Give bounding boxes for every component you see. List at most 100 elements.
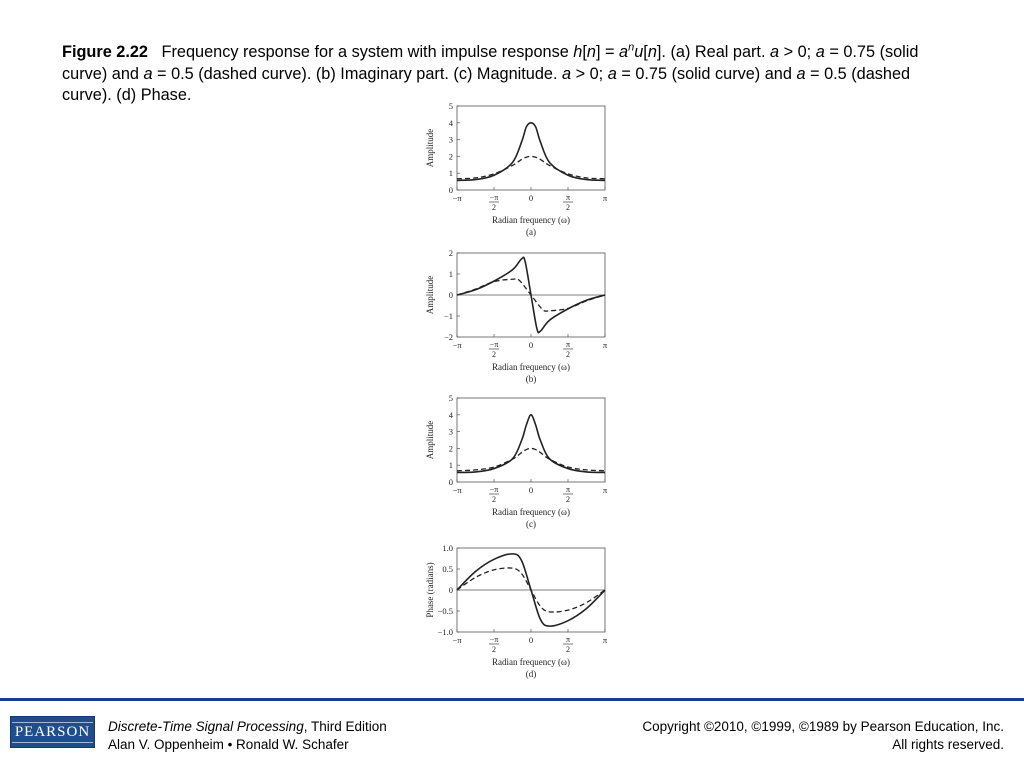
y-tick-label: 0 [449,585,453,595]
y-tick-label: 5 [449,393,453,403]
x-tick-label: π [566,635,570,644]
footer-divider [0,698,1024,701]
panel-label: (b) [526,374,537,384]
x-tick-label: π [603,635,608,645]
caption-var: a [770,43,780,61]
y-tick-label: 0 [449,185,453,195]
x-axis-label: Radian frequency (ω) [492,215,570,225]
caption-text: = 0.75 (solid curve) and [62,43,919,83]
caption-var: a [607,64,617,83]
caption-text: ]. (a) Real part. [656,43,770,61]
x-tick-label: 2 [566,203,570,212]
footer-book-info: Discrete-Time Signal Processing, Third E… [108,718,387,754]
x-tick-label: 2 [566,645,570,654]
y-axis-label: Amplitude [425,276,435,315]
caption-text: = 0.75 (solid curve) and [616,64,797,83]
caption-var: a [562,64,572,83]
caption-var: h [573,43,583,61]
caption-text: > 0; [779,43,816,61]
y-tick-label: 3 [449,427,453,437]
logo-text: PEARSON [11,721,94,743]
figure-caption: Figure 2.22 Frequency response for a sys… [62,42,962,107]
x-tick-label: 0 [529,340,533,350]
x-tick-label: 2 [566,350,570,359]
book-title: Discrete-Time Signal Processing [108,719,304,734]
y-tick-label: 2 [449,443,453,453]
panel-label: (a) [526,227,536,237]
x-tick-label: 2 [492,203,496,212]
y-tick-label: 5 [449,101,453,111]
caption-superscript: n [628,41,635,54]
x-tick-label: −π [452,340,462,350]
x-tick-label: 0 [529,193,533,203]
caption-text: = 0.5 (dashed curve). (b) Imaginary part… [152,64,562,83]
x-tick-label: 2 [492,495,496,504]
x-tick-label: π [566,193,570,202]
y-tick-label: 0 [449,290,453,300]
dashed-curve [456,278,606,312]
x-tick-label: −π [490,485,499,494]
x-tick-label: −π [452,193,462,203]
x-tick-label: π [566,485,570,494]
x-tick-label: π [603,193,608,203]
plot-frame [456,397,606,483]
y-axis-label: Amplitude [425,129,435,168]
x-tick-label: −π [452,485,462,495]
y-axis-label: Amplitude [425,421,435,460]
pearson-logo: PEARSON [10,716,95,748]
y-tick-label: 2 [449,248,453,258]
dashed-curve [456,447,606,472]
y-tick-label: 0.5 [442,564,453,574]
y-tick-label: 1 [449,168,453,178]
x-tick-label: π [603,485,608,495]
x-tick-label: −π [490,193,499,202]
copyright-text: Copyright ©2010, ©1999, ©1989 by Pearson… [642,719,1004,734]
panel-label: (c) [526,519,536,529]
solid-curve [456,121,606,182]
y-tick-label: −2 [444,332,453,342]
caption-var: a [815,43,825,61]
x-tick-label: −π [490,635,499,644]
y-tick-label: 1 [449,269,453,279]
plot-frame [456,105,606,191]
x-tick-label: π [603,340,608,350]
y-tick-label: 3 [449,135,453,145]
y-tick-label: 4 [449,118,454,128]
footer-copyright: Copyright ©2010, ©1999, ©1989 by Pearson… [642,718,1004,754]
x-tick-label: −π [490,340,499,349]
y-tick-label: 1 [449,460,453,470]
caption-text: > 0; [571,64,608,83]
y-tick-label: 0 [449,477,453,487]
x-axis-label: Radian frequency (ω) [492,657,570,667]
panel-label: (d) [526,669,537,679]
x-tick-label: 2 [566,495,570,504]
x-axis-label: Radian frequency (ω) [492,362,570,372]
figure-number: Figure 2.22 [62,43,148,61]
book-edition: , Third Edition [303,719,387,734]
x-tick-label: 2 [492,350,496,359]
dashed-curve [456,155,606,180]
dashed-curve [456,567,606,613]
book-authors: Alan V. Oppenheim • Ronald W. Schafer [108,737,349,752]
x-tick-label: −π [452,635,462,645]
x-axis-label: Radian frequency (ω) [492,507,570,517]
y-tick-label: 2 [449,151,453,161]
y-tick-label: −1 [444,311,453,321]
caption-var: a [796,64,806,83]
y-tick-label: −1.0 [438,627,453,637]
y-axis-label: Phase (radians) [425,562,435,617]
caption-text: = 0.5 (dashed curve). (d) Phase. [62,64,911,105]
caption-var: a [143,64,153,83]
y-tick-label: 4 [449,410,454,420]
caption-text: ] = [595,43,620,61]
caption-text: [ [582,43,587,61]
x-tick-label: 0 [529,635,533,645]
caption-var: a [619,43,629,61]
x-tick-label: 0 [529,485,533,495]
y-tick-label: −0.5 [438,606,453,616]
